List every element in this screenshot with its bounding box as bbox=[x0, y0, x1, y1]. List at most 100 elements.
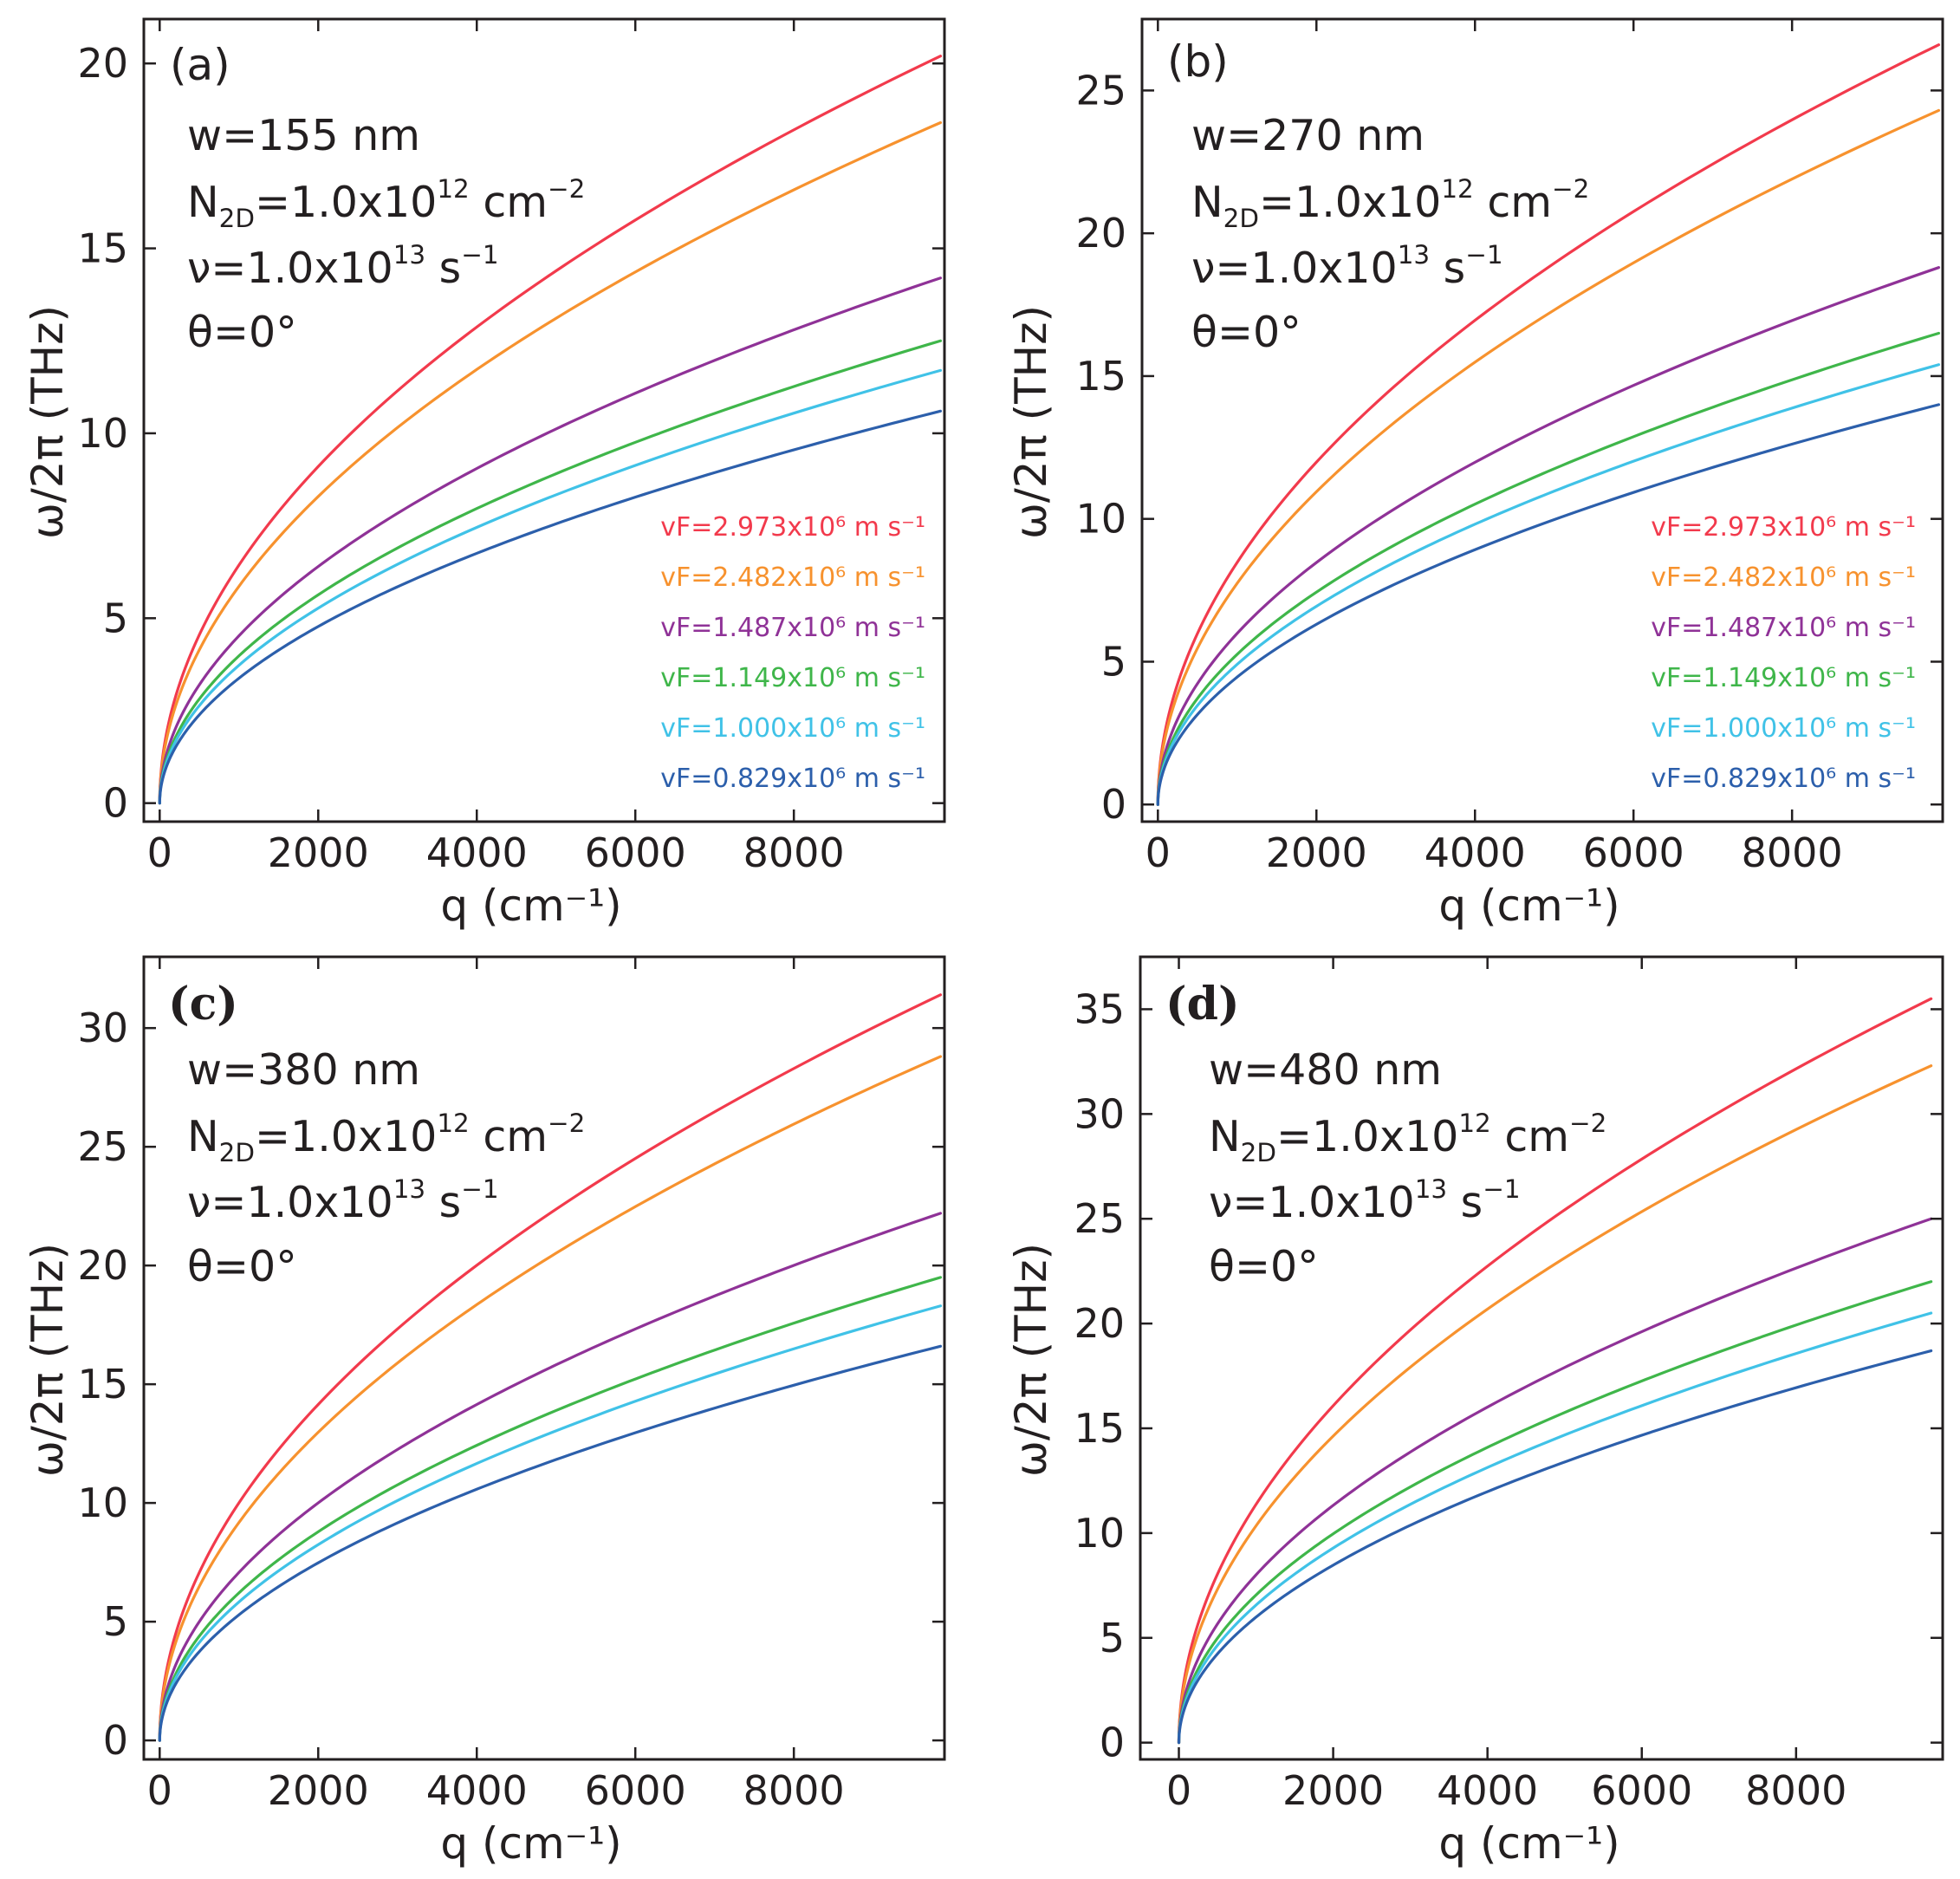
y-tick-label: 25 bbox=[1075, 67, 1126, 114]
plot-frame bbox=[142, 17, 946, 823]
legend-entry-green: vF=1.149x10⁶ m s⁻¹ bbox=[1651, 663, 1916, 693]
y-axis-label: ω/2π (THz) bbox=[1006, 305, 1056, 539]
legend-entry-red: vF=2.973x10⁶ m s⁻¹ bbox=[660, 512, 925, 543]
y-axis-label: ω/2π (THz) bbox=[23, 1243, 73, 1477]
x-ticks: 0 2000 4000 6000 8000 bbox=[1166, 957, 1846, 1814]
series-line-green bbox=[158, 1276, 943, 1742]
x-axis-label: q (cm⁻¹) bbox=[1438, 1818, 1619, 1869]
legend-entry-blue: vF=0.829x10⁶ m s⁻¹ bbox=[660, 764, 925, 794]
x-tick-label: 8000 bbox=[743, 1767, 845, 1814]
x-tick-label: 4000 bbox=[426, 1767, 528, 1814]
plot-frame bbox=[1139, 955, 1944, 1761]
panel-c-chart: 0 2000 4000 6000 8000 0 5 10 15 20 25 30 (c) w=380… bbox=[23, 955, 946, 1869]
y-tick-label: 30 bbox=[77, 1005, 128, 1051]
series-line-green bbox=[1177, 1280, 1933, 1745]
plot-frame bbox=[1140, 17, 1944, 823]
panel-d-chart: 0 2000 4000 6000 8000 0 5 10 15 20 25 30 35 (d) w=4… bbox=[1006, 955, 1944, 1869]
x-tick-label: 0 bbox=[147, 1767, 172, 1814]
y-tick-label: 30 bbox=[1074, 1090, 1125, 1137]
panel-label: (b) bbox=[1167, 36, 1229, 87]
x-tick-label: 0 bbox=[1145, 829, 1171, 876]
series-line-blue bbox=[1156, 403, 1941, 806]
y-tick-label: 15 bbox=[1075, 353, 1126, 400]
panel-d: 0 2000 4000 6000 8000 0 5 10 15 20 25 30 35 (d) w=4… bbox=[980, 938, 1960, 1876]
width-annotation: w=480 nm bbox=[1209, 1045, 1442, 1095]
x-tick-label: 2000 bbox=[268, 829, 369, 876]
density-annotation: N2D=1.0x1012 cm−2 bbox=[187, 174, 585, 233]
plot-frame bbox=[142, 955, 946, 1761]
y-tick-label: 15 bbox=[77, 1361, 128, 1408]
x-tick-label: 4000 bbox=[426, 829, 528, 876]
x-axis-label: q (cm⁻¹) bbox=[1438, 881, 1619, 931]
width-annotation: w=380 nm bbox=[187, 1045, 420, 1095]
collision-annotation: ν=1.0x1013 s−1 bbox=[187, 1174, 499, 1227]
x-tick-label: 6000 bbox=[1583, 829, 1684, 876]
series-line-red bbox=[1177, 997, 1933, 1745]
x-tick-label: 4000 bbox=[1425, 829, 1526, 876]
y-tick-label: 0 bbox=[103, 1717, 128, 1764]
y-axis-label: ω/2π (THz) bbox=[1006, 1243, 1056, 1477]
panel-a: 0 2000 4000 6000 8000 0 5 10 15 20 (a) w=155 nm … bbox=[0, 0, 980, 938]
density-annotation: N2D=1.0x1012 cm−2 bbox=[187, 1109, 585, 1167]
density-annotation: N2D=1.0x1012 cm−2 bbox=[1209, 1109, 1606, 1167]
x-tick-label: 2000 bbox=[1282, 1767, 1384, 1814]
legend-entry-blue: vF=0.829x10⁶ m s⁻¹ bbox=[1651, 764, 1916, 794]
series-line-orange bbox=[158, 1055, 943, 1742]
y-ticks: 0 5 10 15 20 25 bbox=[1075, 67, 1943, 828]
y-tick-label: 0 bbox=[1101, 781, 1126, 828]
y-tick-label: 20 bbox=[1074, 1300, 1125, 1347]
y-tick-label: 35 bbox=[1074, 985, 1125, 1032]
legend-entry-red: vF=2.973x10⁶ m s⁻¹ bbox=[1651, 512, 1916, 543]
panel-b: 0 2000 4000 6000 8000 0 5 10 15 20 25 (b) w=270 n… bbox=[980, 0, 1960, 938]
x-tick-label: 8000 bbox=[743, 829, 845, 876]
x-tick-label: 0 bbox=[147, 829, 172, 876]
y-axis-label: ω/2π (THz) bbox=[23, 305, 73, 539]
series-line-purple bbox=[1177, 1217, 1933, 1745]
curves bbox=[1156, 43, 1941, 806]
legend-entry-green: vF=1.149x10⁶ m s⁻¹ bbox=[660, 663, 925, 693]
series-line-blue bbox=[1177, 1349, 1933, 1745]
collision-annotation: ν=1.0x1013 s−1 bbox=[1191, 240, 1503, 293]
series-line-red bbox=[1156, 43, 1941, 806]
y-tick-label: 20 bbox=[77, 40, 128, 87]
series-line-orange bbox=[158, 120, 943, 805]
panel-label: (c) bbox=[168, 978, 238, 1031]
x-ticks: 0 2000 4000 6000 8000 bbox=[147, 957, 845, 1814]
width-annotation: w=155 nm bbox=[187, 111, 420, 160]
series-line-cyan bbox=[158, 368, 943, 805]
y-tick-label: 25 bbox=[77, 1123, 128, 1170]
collision-annotation: ν=1.0x1013 s−1 bbox=[187, 240, 499, 293]
angle-annotation: θ=0° bbox=[1209, 1242, 1319, 1291]
x-axis-label: q (cm⁻¹) bbox=[440, 1818, 621, 1869]
x-axis-label: q (cm⁻¹) bbox=[440, 881, 621, 931]
y-ticks: 0 5 10 15 20 25 30 bbox=[77, 1005, 944, 1764]
series-line-blue bbox=[158, 409, 943, 805]
y-tick-label: 10 bbox=[1075, 496, 1126, 543]
legend-entry-cyan: vF=1.000x10⁶ m s⁻¹ bbox=[1651, 713, 1916, 744]
y-tick-label: 5 bbox=[1100, 1615, 1125, 1661]
series-line-purple bbox=[158, 276, 943, 805]
curves bbox=[1177, 997, 1933, 1745]
series-line-green bbox=[158, 339, 943, 805]
angle-annotation: θ=0° bbox=[1191, 308, 1301, 357]
series-line-blue bbox=[158, 1344, 943, 1742]
curves bbox=[158, 993, 943, 1742]
y-tick-label: 10 bbox=[1074, 1510, 1125, 1557]
density-annotation: N2D=1.0x1012 cm−2 bbox=[1191, 174, 1589, 233]
series-line-cyan bbox=[1156, 363, 1941, 806]
y-tick-label: 25 bbox=[1074, 1195, 1125, 1242]
panel-label: (d) bbox=[1165, 978, 1240, 1031]
legend: vF=2.973x10⁶ m s⁻¹ vF=2.482x10⁶ m s⁻¹ vF=1… bbox=[660, 512, 925, 794]
x-tick-label: 8000 bbox=[1742, 829, 1843, 876]
legend-entry-purple: vF=1.487x10⁶ m s⁻¹ bbox=[660, 613, 925, 643]
series-line-orange bbox=[1156, 108, 1941, 806]
series-line-red bbox=[158, 55, 943, 805]
legend-entry-orange: vF=2.482x10⁶ m s⁻¹ bbox=[660, 562, 925, 593]
series-line-red bbox=[158, 993, 943, 1742]
legend-entry-cyan: vF=1.000x10⁶ m s⁻¹ bbox=[660, 713, 925, 744]
curves bbox=[158, 55, 943, 805]
x-tick-label: 2000 bbox=[1266, 829, 1367, 876]
x-ticks: 0 2000 4000 6000 8000 bbox=[147, 19, 845, 876]
panel-c: 0 2000 4000 6000 8000 0 5 10 15 20 25 30 (c) w=380… bbox=[0, 938, 980, 1876]
